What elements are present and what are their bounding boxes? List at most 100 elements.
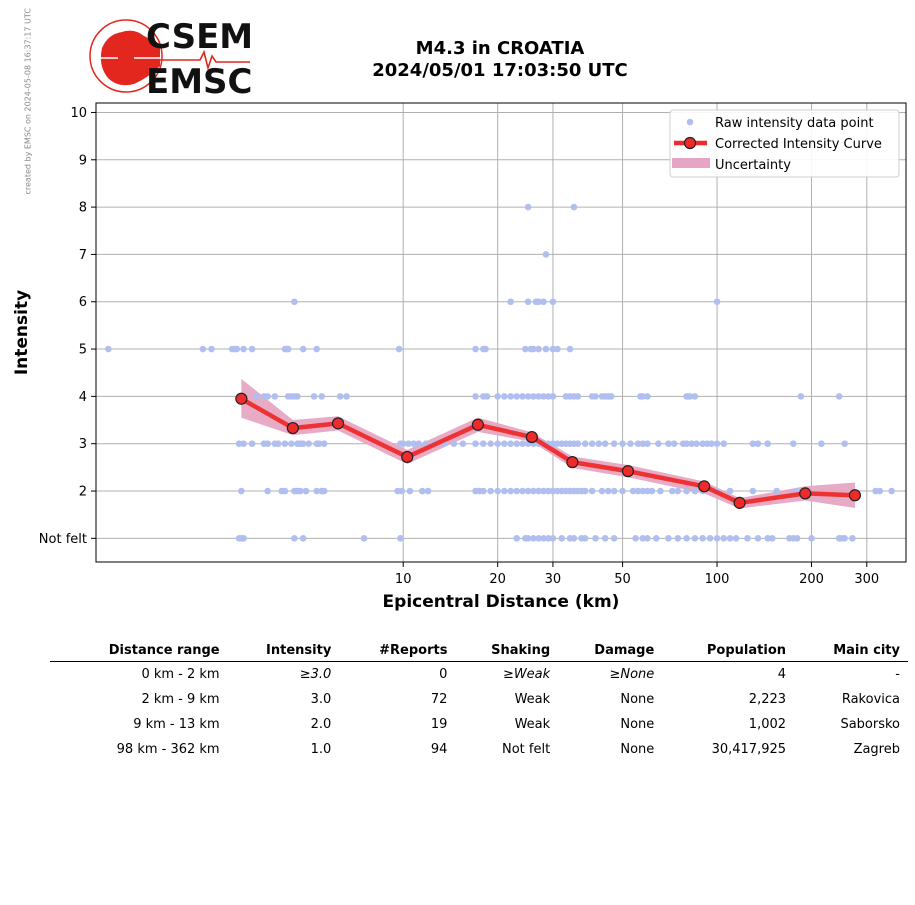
- table-cell: 72: [430, 692, 448, 707]
- legend-label-0: Raw intensity data point: [715, 116, 874, 131]
- raw-point-127: [665, 440, 672, 448]
- raw-point-162: [480, 487, 487, 495]
- y-tick-label-7: 8: [79, 201, 87, 216]
- table-cell: ≥Weak: [502, 667, 551, 682]
- raw-point-122: [627, 440, 634, 448]
- raw-point-99: [494, 440, 501, 448]
- raw-point-6: [240, 345, 247, 353]
- table-cell: ≥None: [609, 667, 655, 682]
- y-tick-label-1: 2: [79, 485, 87, 500]
- table-header-5: Population: [662, 641, 795, 662]
- raw-point-166: [507, 487, 514, 495]
- table-cell: Saborsko: [840, 717, 900, 732]
- curve-marker-8: [698, 480, 711, 493]
- raw-point-20: [535, 345, 542, 353]
- csem-emsc-logo: CSEM EMSC: [89, 18, 253, 100]
- raw-point-261: [507, 298, 514, 306]
- raw-point-185: [604, 487, 612, 495]
- raw-point-97: [480, 440, 487, 448]
- raw-point-233: [652, 535, 660, 542]
- raw-point-254: [841, 535, 848, 542]
- legend-raw-swatch: [686, 118, 694, 126]
- raw-point-147: [281, 487, 289, 495]
- raw-point-32: [294, 393, 301, 400]
- raw-point-186: [610, 487, 618, 495]
- raw-point-194: [668, 487, 676, 495]
- intensity-curve-line: [240, 396, 856, 506]
- raw-point-214: [513, 535, 521, 542]
- raw-point-103: [519, 440, 526, 448]
- raw-point-190: [639, 487, 647, 495]
- curve-layer: [235, 392, 862, 509]
- raw-point-240: [713, 535, 721, 542]
- raw-point-154: [320, 487, 328, 495]
- raw-point-226: [581, 535, 589, 542]
- y-tick-label-5: 6: [79, 295, 87, 310]
- curve-marker-4: [471, 418, 485, 431]
- table-cell: 19: [430, 717, 448, 732]
- grid-lines: [96, 103, 906, 562]
- raw-point-141: [790, 440, 797, 448]
- raw-point-266: [570, 203, 578, 211]
- table-cell: 9 km - 13 km: [133, 717, 220, 732]
- raw-point-156: [398, 487, 406, 495]
- raw-point-94: [450, 440, 458, 448]
- raw-point-27: [264, 393, 271, 400]
- raw-point-135: [708, 440, 715, 448]
- raw-point-193: [657, 487, 664, 495]
- raw-point-202: [773, 487, 781, 495]
- raw-point-56: [592, 393, 599, 400]
- raw-point-170: [530, 487, 537, 495]
- raw-point-90: [415, 440, 422, 448]
- curve-marker-0: [235, 392, 248, 405]
- y-tick-label-8: 9: [79, 153, 87, 168]
- raw-point-89: [410, 440, 417, 448]
- curve-marker-11: [848, 489, 862, 502]
- raw-point-19: [530, 345, 537, 353]
- raw-point-102: [513, 440, 521, 448]
- raw-point-36: [343, 393, 350, 400]
- raw-point-34: [318, 393, 326, 400]
- raw-point-228: [601, 535, 609, 542]
- plot-frame: [95, 102, 907, 563]
- raw-point-234: [665, 535, 672, 542]
- raw-point-7: [248, 345, 256, 353]
- y-tick-label-2: 3: [79, 437, 87, 452]
- raw-point-196: [683, 487, 690, 495]
- table-row: 0 km - 2 km ≥3.0 0 ≥Weak ≥None 4 -: [50, 662, 908, 688]
- raw-point-247: [769, 535, 776, 542]
- raw-point-140: [764, 440, 771, 448]
- curve-marker-5: [525, 430, 538, 444]
- table-cell: Not felt: [501, 742, 551, 757]
- x-tick-label-0: 10: [395, 572, 412, 587]
- raw-point-164: [494, 487, 501, 495]
- raw-point-118: [595, 440, 603, 448]
- legend-curve-marker: [683, 136, 697, 150]
- raw-point-131: [688, 440, 695, 448]
- raw-point-183: [588, 487, 596, 495]
- table-header-0: Distance range: [50, 641, 228, 662]
- raw-point-116: [581, 440, 589, 448]
- raw-point-265: [524, 203, 532, 211]
- legend-label-1: Corrected Intensity Curve: [715, 137, 882, 152]
- y-axis-label: Intensity: [12, 290, 32, 375]
- raw-point-130: [683, 440, 690, 448]
- raw-point-120: [610, 440, 618, 448]
- raw-point-211: [299, 535, 307, 542]
- raw-point-101: [507, 440, 514, 448]
- raw-point-5: [233, 345, 241, 353]
- raw-point-245: [754, 535, 762, 542]
- raw-point-239: [706, 535, 714, 542]
- x-tick-label-1: 20: [489, 572, 506, 587]
- raw-point-85: [320, 440, 328, 448]
- raw-point-187: [619, 487, 626, 495]
- raw-point-262: [532, 298, 540, 306]
- raw-point-229: [610, 535, 618, 542]
- raw-point-157: [406, 487, 414, 495]
- raw-point-68: [797, 393, 805, 400]
- table-header-1: Intensity: [227, 641, 340, 662]
- raw-point-69: [835, 393, 843, 400]
- raw-point-221: [549, 535, 557, 542]
- raw-point-17: [522, 345, 529, 353]
- raw-point-224: [570, 535, 578, 542]
